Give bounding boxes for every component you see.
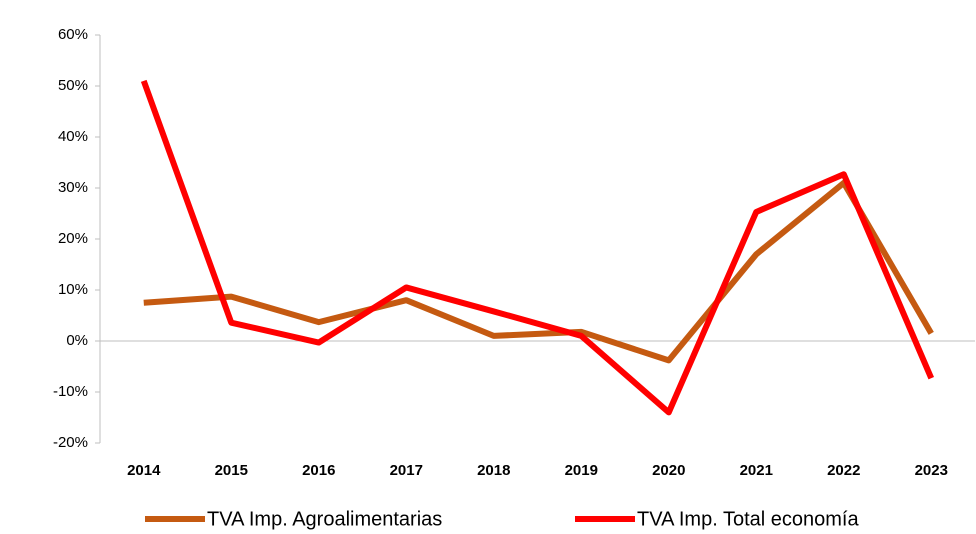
y-tick-label: 20% <box>58 230 88 247</box>
y-tick-label: 50% <box>58 77 88 94</box>
y-tick-label: 40% <box>58 128 88 145</box>
x-tick-label: 2021 <box>740 462 773 479</box>
series-line <box>140 79 935 416</box>
x-tick-label: 2017 <box>390 462 423 479</box>
y-tick-label: 0% <box>66 332 88 349</box>
y-tick-label: 60% <box>58 26 88 43</box>
legend-label: TVA Imp. Agroalimentarias <box>207 508 442 530</box>
x-tick-label: 2020 <box>652 462 685 479</box>
x-tick-label: 2014 <box>127 462 161 479</box>
y-tick-label: 10% <box>58 281 88 298</box>
series-line <box>143 179 934 364</box>
x-tick-label: 2018 <box>477 462 510 479</box>
x-tick-label: 2019 <box>565 462 598 479</box>
legend-label: TVA Imp. Total economía <box>637 508 859 530</box>
x-tick-label: 2022 <box>827 462 860 479</box>
y-tick-label: -10% <box>53 383 88 400</box>
y-tick-label: -20% <box>53 434 88 451</box>
x-tick-label: 2015 <box>215 462 248 479</box>
x-tick-label: 2016 <box>302 462 335 479</box>
y-tick-label: 30% <box>58 179 88 196</box>
x-tick-label: 2023 <box>915 462 948 479</box>
